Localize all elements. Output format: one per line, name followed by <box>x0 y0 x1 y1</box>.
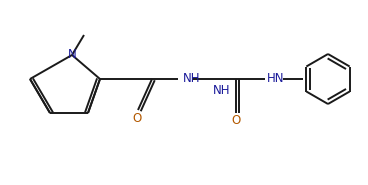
Text: N: N <box>68 48 77 60</box>
Text: O: O <box>231 115 241 127</box>
Text: NH: NH <box>183 71 201 85</box>
Text: HN: HN <box>267 71 284 85</box>
Text: NH: NH <box>213 85 230 97</box>
Text: O: O <box>132 112 142 125</box>
